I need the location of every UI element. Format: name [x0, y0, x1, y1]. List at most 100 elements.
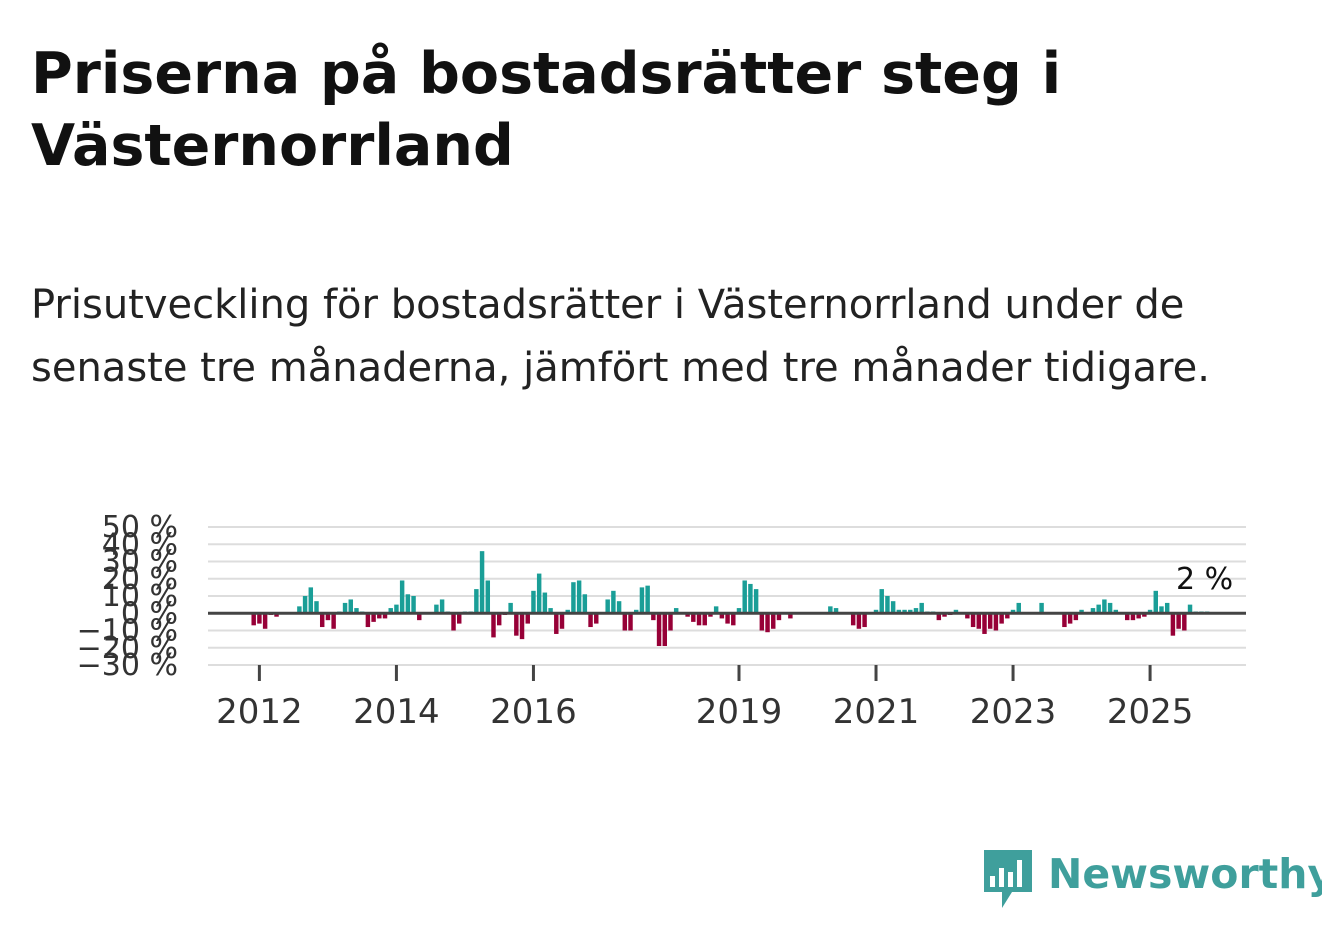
bar	[348, 599, 353, 614]
bar	[1073, 613, 1079, 621]
bar	[879, 589, 884, 614]
newsworthy-logo-icon	[984, 850, 1032, 908]
x-axis: 2012 2014 2016 2019 2021 2023 2025	[216, 665, 1193, 732]
bar	[571, 582, 576, 614]
bar	[1153, 590, 1159, 614]
bar	[371, 613, 376, 622]
bar	[1176, 613, 1181, 629]
bar	[399, 580, 405, 614]
bar	[691, 613, 696, 622]
bar	[542, 592, 548, 614]
bar	[1079, 609, 1084, 614]
bar	[759, 613, 765, 631]
bar	[559, 613, 565, 629]
bar	[850, 613, 856, 626]
bar	[828, 606, 833, 614]
bar	[908, 609, 913, 614]
bar	[1142, 613, 1147, 617]
bar	[673, 608, 679, 614]
bar	[708, 613, 713, 617]
bar	[1016, 602, 1021, 614]
bar	[342, 602, 348, 614]
bar	[651, 613, 656, 621]
annotations: 2 %	[1176, 562, 1233, 597]
bar	[731, 613, 736, 626]
bar	[1147, 609, 1153, 614]
gridlines	[208, 526, 1246, 666]
last-value-label: 2 %	[1176, 562, 1233, 597]
bar	[633, 609, 639, 614]
bar	[748, 583, 753, 614]
bar	[965, 613, 970, 619]
bar	[251, 613, 256, 626]
bar	[685, 613, 690, 617]
bar	[611, 590, 616, 614]
bar	[771, 613, 776, 629]
bar	[1005, 613, 1010, 619]
x-tick-label: 2012	[216, 692, 303, 732]
bar	[970, 613, 976, 628]
bar	[622, 613, 628, 631]
bar	[1067, 613, 1073, 624]
bar	[942, 613, 947, 617]
bar-chart: 50 %40 %30 %20 %10 %0 %−10 %−20 %−30 % 2…	[77, 510, 1246, 732]
bar	[890, 601, 896, 614]
bar	[1090, 608, 1096, 614]
bar	[257, 613, 262, 624]
bar	[976, 613, 982, 629]
bar	[742, 580, 747, 614]
bar	[262, 613, 268, 629]
bar	[491, 613, 496, 638]
y-tick-label: 10 %	[102, 579, 178, 614]
bar	[508, 602, 513, 614]
bar	[702, 613, 707, 626]
bar	[594, 613, 599, 624]
bar	[862, 613, 867, 628]
bar	[1170, 613, 1176, 636]
bar	[536, 573, 542, 614]
bar	[605, 599, 610, 614]
bar	[314, 601, 319, 614]
bar	[1182, 613, 1187, 631]
bar	[902, 609, 907, 614]
bar	[388, 608, 393, 614]
bar	[325, 613, 331, 621]
bar	[382, 613, 388, 619]
bar	[719, 613, 725, 619]
bar	[919, 602, 924, 614]
x-tick-label: 2025	[1107, 692, 1194, 732]
y-tick-label: −20 %	[77, 631, 178, 666]
bar	[639, 587, 645, 614]
bar	[1010, 609, 1016, 614]
y-tick-label: 40 %	[102, 527, 178, 562]
bar	[565, 609, 570, 614]
y-tick-label: 30 %	[102, 545, 178, 580]
bar	[377, 613, 382, 619]
bar	[982, 613, 987, 634]
y-tick-label: −30 %	[77, 648, 178, 683]
bar	[531, 590, 536, 614]
bar	[474, 589, 479, 614]
bar	[885, 596, 890, 614]
bar	[936, 613, 942, 621]
chart-title: Priserna på bostadsrätter steg i Västern…	[31, 41, 1062, 179]
bar	[519, 613, 525, 640]
x-tick-label: 2021	[833, 692, 920, 732]
bar	[582, 594, 588, 614]
bar	[302, 596, 308, 614]
bar	[788, 613, 793, 619]
bar	[308, 587, 314, 614]
bar	[856, 613, 862, 629]
x-tick-label: 2019	[696, 692, 783, 732]
newsworthy-logo[interactable]: Newsworthy	[980, 848, 1322, 912]
bar	[713, 606, 719, 614]
bar	[554, 613, 559, 634]
bar	[696, 613, 702, 626]
bar	[1136, 613, 1141, 619]
bar	[548, 608, 553, 614]
bar	[999, 613, 1004, 624]
bar	[1187, 604, 1193, 614]
bar	[1125, 613, 1130, 621]
bar	[496, 613, 502, 626]
y-tick-label: 50 %	[102, 510, 178, 545]
